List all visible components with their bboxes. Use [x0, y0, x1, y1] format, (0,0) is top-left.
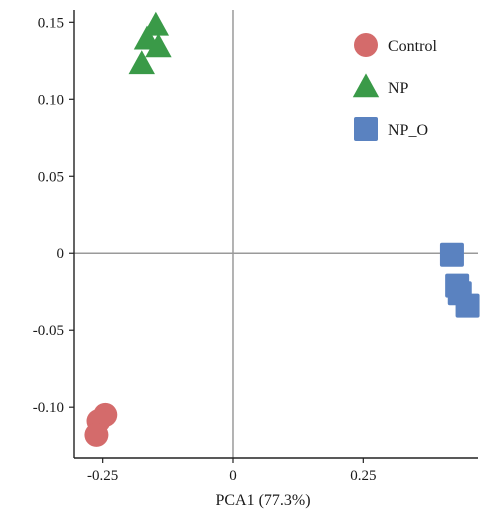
np-point: [128, 50, 155, 75]
legend-control-marker: [354, 33, 378, 57]
control-point: [84, 422, 109, 447]
x-axis-title: PCA1 (77.3%): [215, 492, 310, 509]
legend-np-marker: [352, 73, 380, 98]
np-point: [145, 33, 172, 58]
y-tick-label: 0.10: [38, 92, 64, 108]
data-points: [84, 11, 480, 447]
x-tick-label: -0.25: [87, 468, 118, 484]
x-axis-ticks: -0.25 0 0.25: [87, 458, 376, 484]
plot-frame: [73, 10, 478, 459]
legend-np-o-marker: [354, 117, 378, 141]
zero-reference-lines: [74, 10, 478, 458]
y-tick-label: -0.10: [33, 400, 64, 416]
np-point: [142, 11, 170, 36]
y-tick-label: 0.05: [38, 169, 64, 185]
legend-np-label: NP: [388, 80, 409, 97]
np-o-point: [455, 293, 480, 318]
y-tick-label: 0: [57, 246, 65, 262]
x-tick-label: 0: [229, 468, 237, 484]
x-tick-label: 0.25: [350, 468, 376, 484]
y-tick-label: -0.05: [33, 323, 64, 339]
np-o-point: [439, 242, 464, 267]
legend: Control NP NP_O: [352, 33, 437, 141]
legend-control-label: Control: [388, 38, 437, 55]
y-axis-ticks: 0.15 0.10 0.05 0 -0.05 -0.10: [33, 15, 74, 416]
legend-np-o-label: NP_O: [388, 122, 428, 139]
y-tick-label: 0.15: [38, 15, 64, 31]
